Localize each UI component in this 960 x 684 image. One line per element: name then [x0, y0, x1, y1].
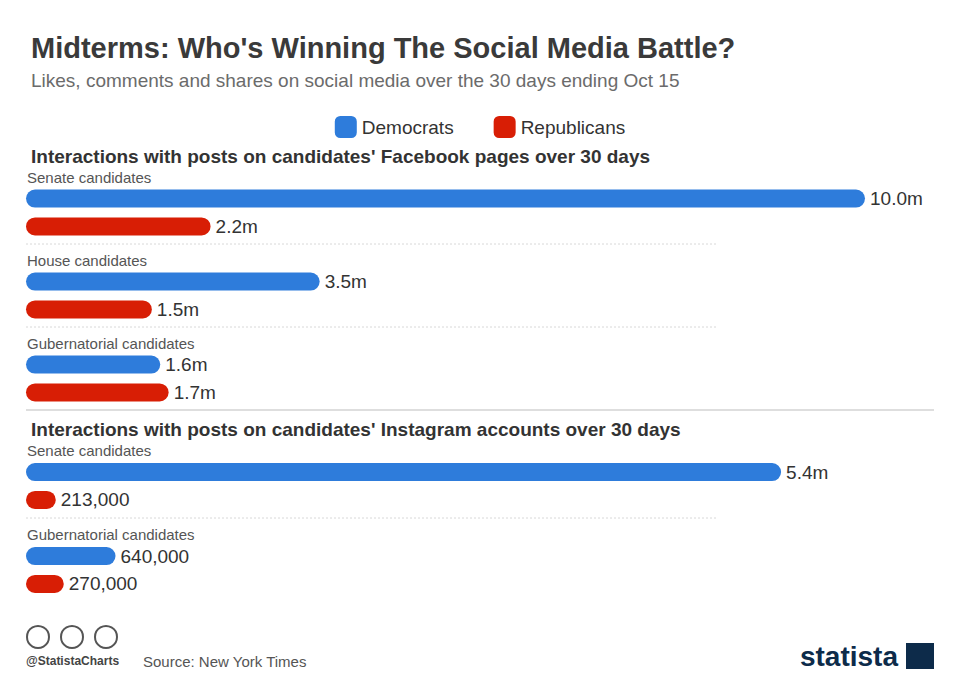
- svg-text:2.2m: 2.2m: [216, 216, 258, 237]
- svg-text:Interactions with posts on can: Interactions with posts on candidates' I…: [31, 419, 681, 440]
- svg-text:5.4m: 5.4m: [786, 462, 828, 483]
- svg-text:Gubernatorial candidates: Gubernatorial candidates: [27, 335, 195, 352]
- svg-text:10.0m: 10.0m: [870, 188, 923, 209]
- svg-text:statista: statista: [800, 641, 898, 672]
- svg-text:1.7m: 1.7m: [174, 382, 216, 403]
- svg-text:Democrats: Democrats: [362, 117, 454, 138]
- svg-text:1.6m: 1.6m: [165, 354, 207, 375]
- svg-text:Republicans: Republicans: [521, 117, 626, 138]
- svg-text:Senate candidates: Senate candidates: [27, 442, 151, 459]
- svg-text:640,000: 640,000: [120, 546, 189, 567]
- svg-text:@StatistaCharts: @StatistaCharts: [26, 654, 119, 668]
- svg-text:House candidates: House candidates: [27, 252, 147, 269]
- svg-text:Likes, comments and shares on: Likes, comments and shares on social med…: [31, 70, 679, 91]
- svg-text:Interactions with posts on can: Interactions with posts on candidates' F…: [31, 146, 650, 167]
- svg-text:Senate candidates: Senate candidates: [27, 169, 151, 186]
- svg-text:Gubernatorial candidates: Gubernatorial candidates: [27, 526, 195, 543]
- svg-text:3.5m: 3.5m: [325, 271, 367, 292]
- svg-text:Source: New York Times: Source: New York Times: [143, 653, 306, 670]
- svg-text:270,000: 270,000: [69, 573, 138, 594]
- svg-text:1.5m: 1.5m: [157, 299, 199, 320]
- svg-text:Midterms: Who's Winning The So: Midterms: Who's Winning The Social Media…: [31, 32, 735, 64]
- svg-text:213,000: 213,000: [61, 489, 130, 510]
